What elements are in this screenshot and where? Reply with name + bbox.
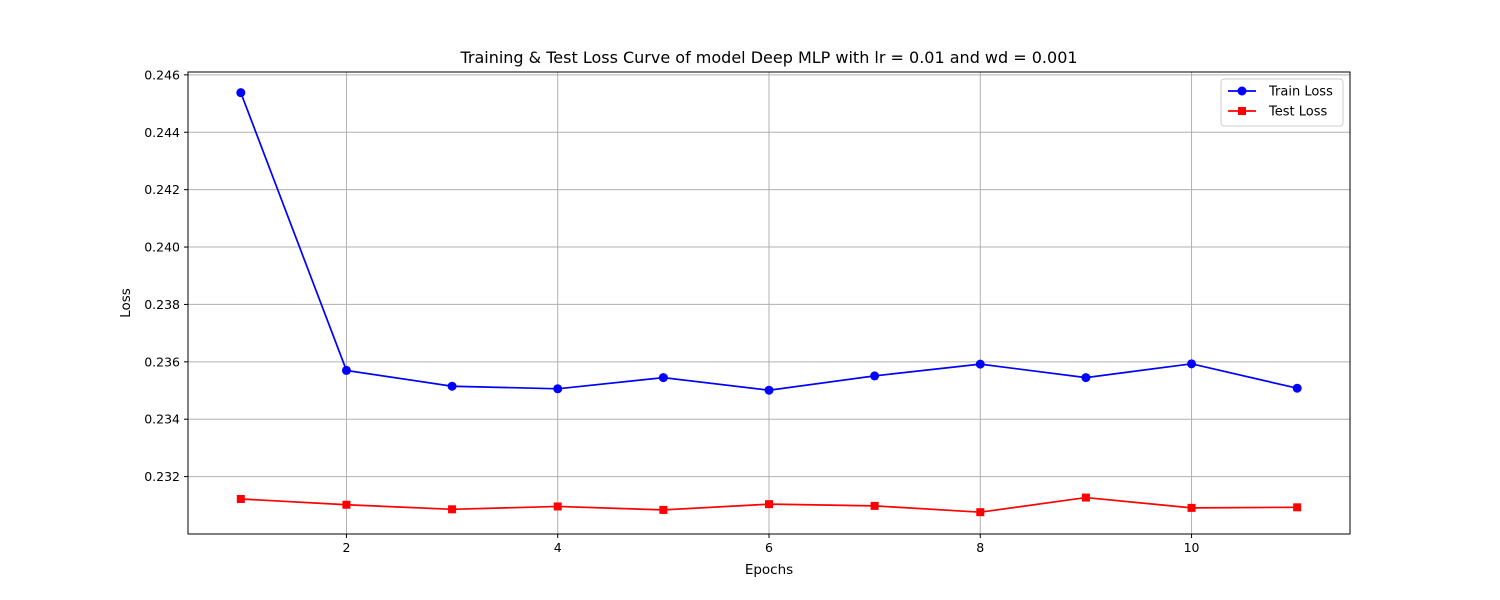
test-loss-point [342, 500, 351, 509]
legend-test-loss-label: Test Loss [1268, 105, 1327, 120]
test-loss-point [1081, 493, 1090, 502]
train-loss-point [1187, 359, 1197, 369]
legend-train-loss-marker [1237, 86, 1247, 96]
x-tick-label: 4 [554, 540, 562, 555]
legend-train-loss-label: Train Loss [1268, 85, 1333, 100]
train-loss-point [975, 359, 985, 369]
test-loss-point [448, 505, 457, 514]
train-loss-point [870, 371, 880, 381]
x-tick-label: 8 [976, 540, 984, 555]
test-loss-point [659, 505, 668, 514]
x-tick-label: 6 [765, 540, 773, 555]
train-loss-point [764, 385, 774, 395]
y-tick-label: 0.236 [144, 354, 180, 369]
y-tick-label: 0.232 [144, 469, 180, 484]
x-tick-label: 10 [1184, 540, 1200, 555]
train-loss-point [658, 373, 668, 383]
legend: Train Loss Test Loss [1220, 78, 1344, 127]
y-tick-label: 0.244 [144, 125, 180, 140]
train-loss-point [341, 365, 351, 375]
test-loss-point [976, 508, 985, 517]
y-tick-label: 0.240 [144, 240, 180, 255]
train-loss-point [1081, 373, 1091, 383]
test-loss-point [870, 501, 879, 510]
test-loss-point [1187, 503, 1196, 512]
series [236, 88, 1302, 517]
y-axis: 0.232 0.234 0.236 0.238 0.240 0.242 0.244 0.246 [144, 67, 188, 484]
y-tick-label: 0.238 [144, 297, 180, 312]
y-tick-label: 0.234 [144, 412, 180, 427]
train-loss-point [1292, 383, 1302, 393]
y-tick-label: 0.242 [144, 182, 180, 197]
test-loss-point [765, 500, 773, 509]
train-loss-point [447, 381, 457, 391]
test-loss-point [1293, 503, 1302, 512]
test-loss-point [553, 502, 562, 511]
x-axis: 2 4 6 8 10 [342, 534, 1200, 555]
y-tick-label: 0.246 [144, 67, 180, 82]
x-tick-label: 2 [342, 540, 350, 555]
y-axis-label: Loss [118, 288, 134, 318]
grid [188, 72, 1350, 534]
train-loss-point [236, 88, 246, 98]
legend-test-loss-marker [1238, 107, 1246, 115]
chart-title: Training & Test Loss Curve of model Deep… [459, 48, 1077, 67]
x-axis-label: Epochs [745, 562, 793, 578]
test-loss-point [236, 494, 245, 503]
train-loss-point [553, 384, 563, 394]
